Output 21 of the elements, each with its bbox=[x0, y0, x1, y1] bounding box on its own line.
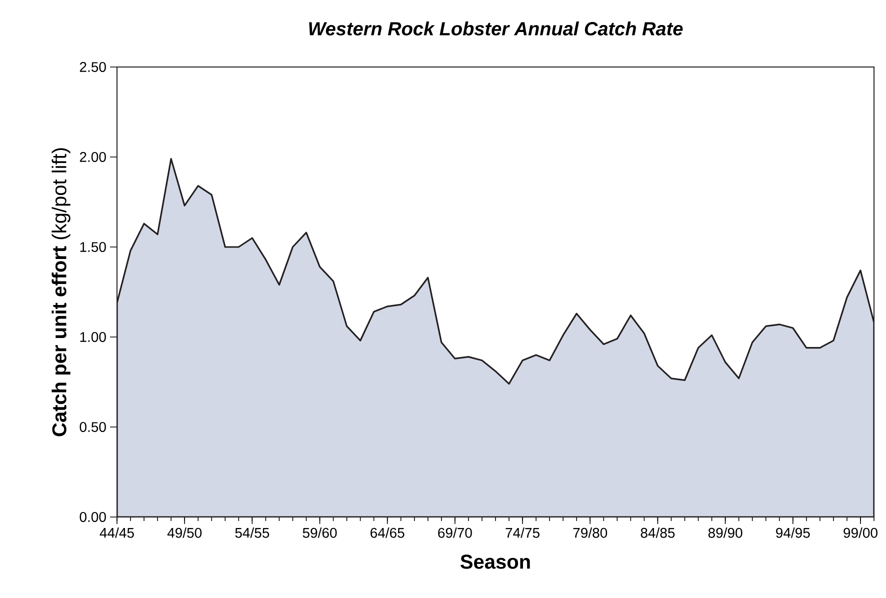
y-axis-title: Catch per unit effort (kg/pot lift) bbox=[52, 148, 70, 436]
x-tick-label: 69/70 bbox=[438, 528, 472, 538]
x-tick-label: 99/00 bbox=[844, 528, 878, 538]
x-tick-label: 94/95 bbox=[776, 528, 810, 538]
x-tick-label: 79/80 bbox=[573, 528, 608, 538]
y-tick-label: 1.50 bbox=[80, 242, 106, 252]
x-tick-label: 49/50 bbox=[167, 528, 202, 538]
x-tick-label: 84/85 bbox=[640, 528, 675, 538]
x-tick-label: 44/45 bbox=[100, 528, 134, 538]
y-tick-label: 0.50 bbox=[80, 422, 106, 432]
y-tick-label: 1.00 bbox=[80, 332, 106, 342]
chart-title: Western Rock Lobster Annual Catch Rate bbox=[309, 22, 683, 36]
y-tick-label: 2.00 bbox=[80, 152, 106, 162]
x-tick-label: 64/65 bbox=[370, 528, 404, 538]
x-tick-label: 89/90 bbox=[708, 528, 742, 538]
x-tick-label: 54/55 bbox=[235, 528, 270, 538]
x-tick-label: 74/75 bbox=[506, 528, 540, 538]
x-axis-title: Season bbox=[460, 554, 530, 569]
x-tick-label: 59/60 bbox=[302, 528, 337, 538]
y-tick-label: 0.00 bbox=[80, 512, 106, 522]
y-tick-label: 2.50 bbox=[80, 62, 106, 72]
